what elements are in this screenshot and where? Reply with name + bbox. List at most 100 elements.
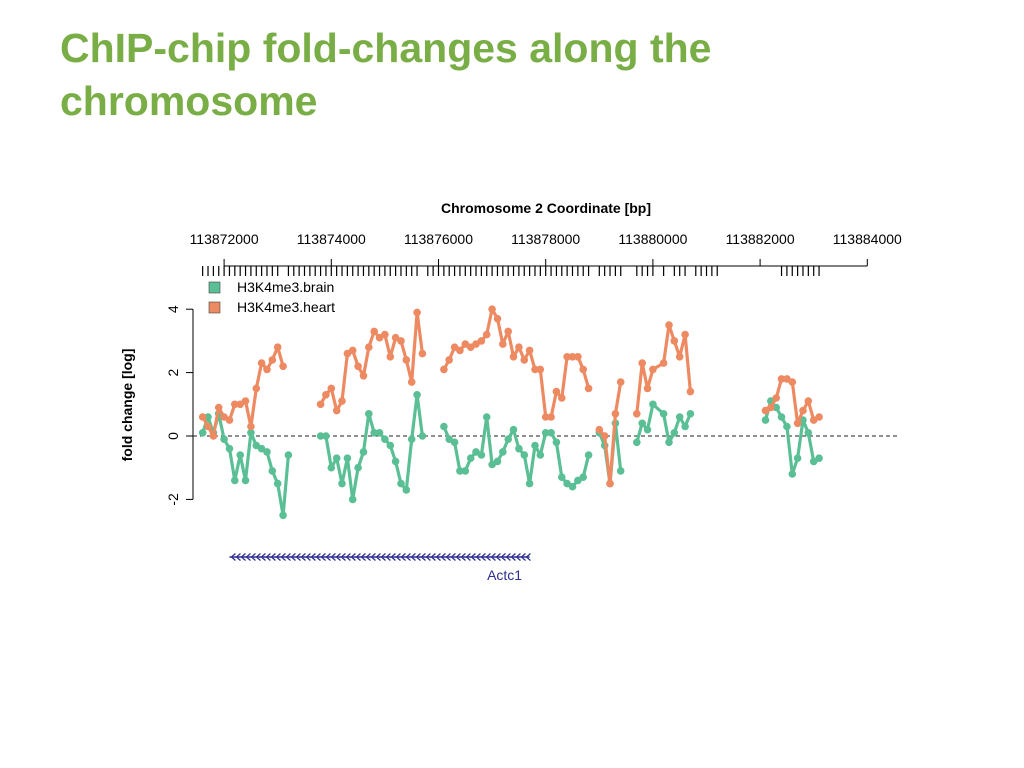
data-point bbox=[381, 330, 389, 339]
strand-chevron bbox=[310, 553, 316, 561]
data-point bbox=[241, 476, 250, 485]
data-point bbox=[670, 429, 679, 437]
data-point bbox=[456, 346, 464, 355]
data-point bbox=[686, 410, 695, 418]
data-point bbox=[348, 495, 357, 504]
data-point bbox=[386, 353, 395, 361]
data-point bbox=[541, 429, 550, 437]
series-layer bbox=[198, 305, 823, 520]
data-point bbox=[247, 422, 255, 431]
data-point bbox=[675, 353, 684, 361]
strand-chevron bbox=[345, 553, 351, 561]
series-h3k4me3-heart bbox=[198, 305, 823, 488]
data-point bbox=[279, 362, 287, 371]
data-point bbox=[273, 479, 282, 488]
data-point bbox=[563, 353, 571, 361]
strand-chevron bbox=[335, 553, 341, 561]
data-point bbox=[686, 387, 695, 396]
data-point bbox=[263, 448, 271, 456]
data-point bbox=[332, 406, 341, 415]
data-point bbox=[466, 454, 475, 463]
y-tick-label: 2 bbox=[165, 368, 181, 376]
strand-chevron bbox=[245, 553, 251, 561]
data-point bbox=[616, 378, 625, 386]
data-point bbox=[536, 365, 545, 374]
probe-position-ticks bbox=[202, 266, 820, 276]
data-point bbox=[488, 305, 496, 314]
data-point bbox=[504, 435, 512, 444]
data-point bbox=[772, 403, 780, 412]
strand-chevron bbox=[425, 553, 431, 561]
strand-chevron bbox=[380, 553, 386, 561]
slide-title: ChIP-chip fold-changes along the chromos… bbox=[60, 25, 712, 124]
chart-title: Chromosome 2 Coordinate [bp] bbox=[441, 200, 651, 216]
strand-chevron bbox=[525, 553, 531, 561]
data-point bbox=[584, 451, 593, 459]
strand-chevron bbox=[285, 553, 291, 561]
strand-chevron bbox=[305, 553, 311, 561]
data-point bbox=[649, 400, 657, 409]
data-point bbox=[214, 403, 223, 412]
data-point bbox=[772, 394, 780, 402]
strand-chevron bbox=[485, 553, 491, 561]
data-point bbox=[665, 321, 673, 329]
data-point bbox=[391, 457, 400, 466]
data-point bbox=[574, 353, 582, 361]
data-point bbox=[284, 451, 293, 459]
strand-chevron bbox=[290, 553, 296, 561]
strand-chevron bbox=[500, 553, 506, 561]
strand-chevron bbox=[385, 553, 391, 561]
strand-chevron bbox=[270, 553, 276, 561]
data-point bbox=[504, 327, 512, 336]
data-point bbox=[579, 473, 587, 482]
data-point bbox=[767, 403, 775, 412]
data-point bbox=[482, 413, 491, 421]
data-point bbox=[659, 410, 668, 418]
strand-chevron bbox=[260, 553, 266, 561]
legend-swatch bbox=[208, 301, 221, 314]
strand-chevron bbox=[495, 553, 501, 561]
strand-chevron bbox=[355, 553, 361, 561]
data-point bbox=[649, 365, 657, 374]
data-point bbox=[815, 454, 823, 463]
data-point bbox=[579, 365, 587, 374]
coordinate-tick-label: 113882000 bbox=[726, 231, 795, 247]
legend-label: H3K4me3.brain bbox=[237, 279, 334, 295]
data-point bbox=[520, 451, 529, 459]
data-point bbox=[477, 337, 486, 345]
data-point bbox=[783, 422, 791, 431]
data-point bbox=[638, 419, 646, 428]
data-point bbox=[499, 448, 507, 456]
data-point bbox=[327, 384, 336, 393]
data-point bbox=[681, 330, 689, 339]
data-point bbox=[541, 413, 550, 421]
strand-chevron bbox=[435, 553, 441, 561]
data-point bbox=[552, 387, 561, 396]
data-point bbox=[815, 413, 823, 421]
y-tick-label: 4 bbox=[165, 305, 181, 313]
data-point bbox=[547, 429, 555, 437]
data-point bbox=[316, 400, 325, 409]
data-point bbox=[659, 359, 668, 367]
data-point bbox=[273, 343, 282, 352]
data-point bbox=[231, 400, 239, 409]
data-point bbox=[370, 327, 379, 336]
data-point bbox=[418, 432, 427, 440]
data-point bbox=[568, 482, 577, 491]
strand-chevron bbox=[280, 553, 286, 561]
strand-chevron bbox=[490, 553, 496, 561]
data-point bbox=[370, 429, 379, 437]
strand-chevron bbox=[475, 553, 481, 561]
strand-chevron bbox=[420, 553, 426, 561]
data-point bbox=[777, 375, 786, 383]
data-point bbox=[515, 444, 523, 453]
data-point bbox=[804, 429, 813, 437]
strand-chevron bbox=[230, 553, 236, 561]
strand-chevron bbox=[510, 553, 516, 561]
data-point bbox=[536, 451, 545, 459]
data-point bbox=[365, 410, 373, 418]
strand-chevron bbox=[470, 553, 476, 561]
strand-chevron bbox=[330, 553, 336, 561]
data-point bbox=[675, 413, 684, 421]
